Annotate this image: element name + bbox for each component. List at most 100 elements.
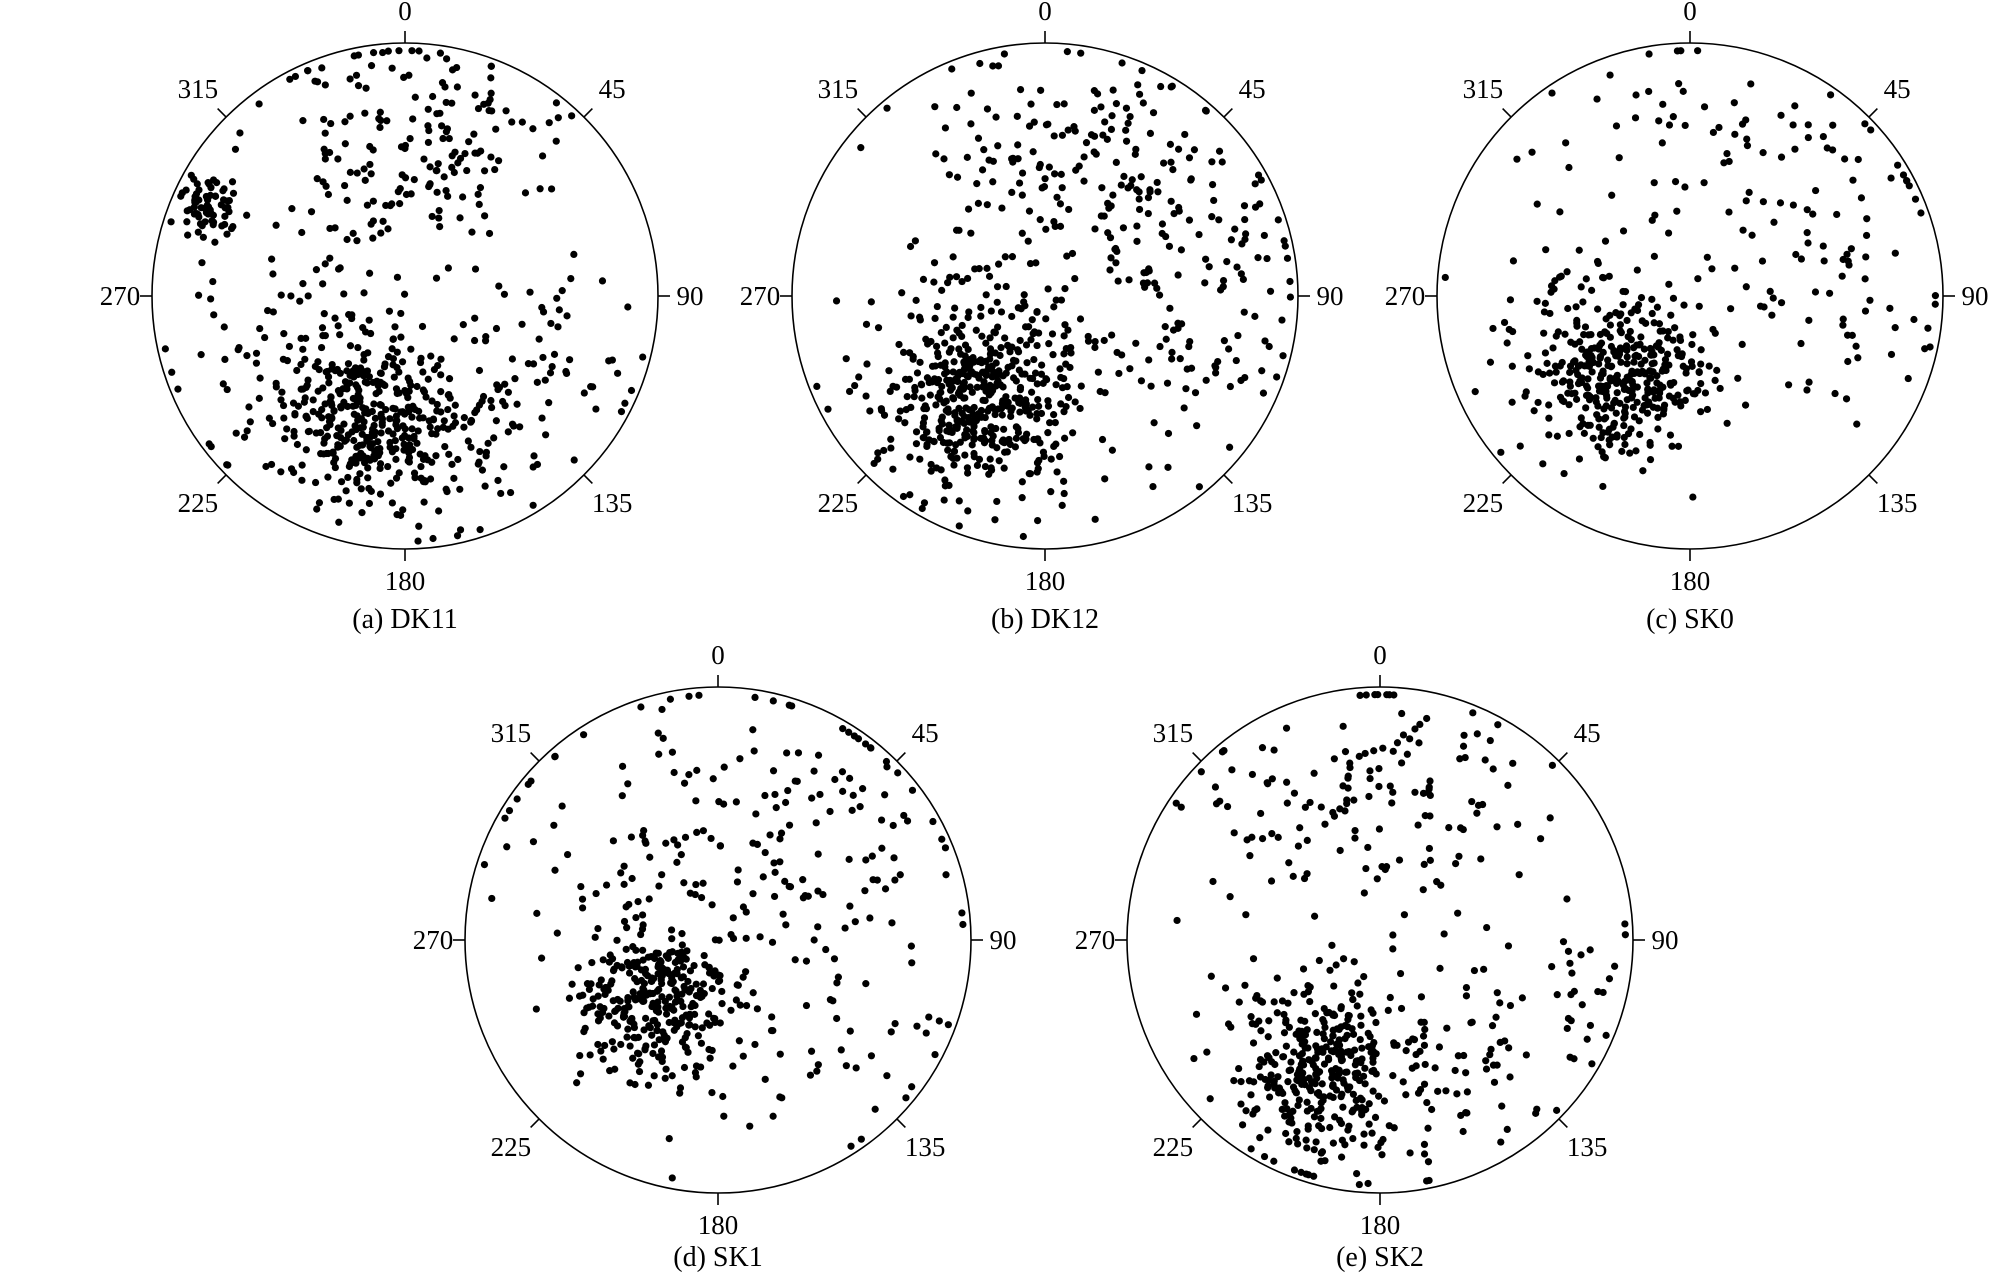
- pole-point: [1305, 1074, 1313, 1082]
- pole-point: [1098, 435, 1107, 444]
- pole-point: [1302, 1136, 1310, 1144]
- pole-point: [516, 423, 524, 431]
- pole-point: [223, 385, 231, 394]
- pole-point: [1623, 360, 1631, 368]
- pole-point: [1023, 359, 1031, 367]
- pole-point: [377, 401, 385, 409]
- pole-point: [1001, 253, 1009, 261]
- pole-point: [1346, 763, 1354, 772]
- pole-point: [994, 142, 1002, 150]
- pole-point: [405, 387, 413, 395]
- pole-point: [398, 358, 407, 366]
- pole-point: [1734, 374, 1742, 382]
- pole-point: [1723, 150, 1731, 158]
- pole-point: [691, 1068, 700, 1077]
- pole-point: [395, 47, 403, 55]
- pole-point: [1348, 1108, 1356, 1116]
- pole-point: [432, 452, 440, 460]
- pole-point: [1378, 1151, 1386, 1159]
- pole-point: [309, 407, 317, 416]
- pole-point: [293, 366, 301, 375]
- pole-point: [280, 414, 288, 422]
- pole-point: [1613, 371, 1621, 379]
- pole-point: [217, 201, 225, 209]
- pole-point: [356, 470, 364, 478]
- pole-point: [232, 429, 240, 437]
- pole-point: [465, 138, 473, 146]
- pole-point: [369, 49, 378, 57]
- pole-point: [1665, 121, 1674, 129]
- pole-point: [1045, 340, 1053, 348]
- pole-point: [1649, 388, 1658, 396]
- pole-point: [1209, 877, 1217, 886]
- pole-point: [1039, 448, 1048, 456]
- pole-point: [492, 125, 500, 133]
- pole-point: [419, 368, 427, 376]
- pole-point: [1675, 80, 1683, 88]
- azimuth-label-0: 0: [711, 640, 725, 670]
- pole-point: [667, 926, 676, 934]
- pole-point: [345, 462, 353, 471]
- pole-point: [814, 1061, 822, 1069]
- pole-point: [1126, 365, 1134, 373]
- azimuth-label-270: 270: [100, 281, 141, 311]
- pole-point: [1018, 229, 1026, 237]
- pole-point: [1573, 319, 1581, 327]
- pole-point: [983, 201, 991, 209]
- pole-point: [204, 179, 212, 187]
- pole-point: [933, 302, 941, 311]
- pole-point: [1557, 272, 1565, 280]
- pole-point: [1127, 181, 1135, 190]
- pole-point: [1180, 404, 1188, 412]
- pole-point: [548, 362, 556, 371]
- pole-point: [1272, 1049, 1280, 1057]
- pole-point: [1748, 231, 1756, 239]
- pole-point: [1000, 50, 1008, 58]
- pole-point: [1581, 323, 1590, 331]
- pole-point: [1711, 376, 1719, 384]
- pole-point: [1000, 425, 1008, 433]
- pole-point: [816, 790, 824, 799]
- pole-point: [1162, 335, 1170, 343]
- pole-point: [287, 292, 295, 300]
- pole-point: [1601, 454, 1609, 462]
- pole-point: [973, 461, 982, 470]
- pole-point: [1633, 341, 1641, 349]
- pole-point: [440, 417, 448, 425]
- pole-point: [1389, 931, 1397, 939]
- pole-point: [1759, 149, 1767, 157]
- pole-point: [475, 458, 483, 466]
- pole-point: [1341, 807, 1349, 815]
- pole-point: [1442, 1087, 1450, 1095]
- pole-point: [304, 67, 312, 75]
- pole-point: [327, 399, 335, 407]
- pole-point: [349, 456, 358, 464]
- pole-point: [161, 345, 169, 353]
- pole-point: [288, 205, 296, 213]
- pole-point: [405, 458, 413, 466]
- pole-point: [970, 449, 978, 458]
- pole-point: [1353, 1002, 1361, 1010]
- pole-point: [982, 291, 990, 299]
- pole-point: [1421, 1060, 1429, 1069]
- pole-point: [925, 1013, 933, 1021]
- pole-point: [1016, 399, 1024, 407]
- panel-caption: (e) SK2: [1336, 1242, 1424, 1273]
- pole-point: [377, 229, 385, 237]
- pole-point: [1866, 296, 1874, 304]
- pole-point: [1709, 325, 1717, 334]
- pole-point: [777, 829, 786, 837]
- pole-point: [1338, 1136, 1346, 1144]
- pole-point: [1028, 316, 1036, 324]
- pole-point: [746, 1122, 754, 1130]
- pole-point: [326, 148, 334, 157]
- pole-point: [1575, 246, 1583, 254]
- pole-point: [1034, 435, 1042, 443]
- pole-point: [471, 91, 479, 99]
- pole-point: [388, 64, 396, 72]
- pole-point: [428, 212, 436, 221]
- pole-point: [1364, 1179, 1372, 1188]
- pole-point: [505, 806, 514, 815]
- pole-point: [220, 185, 228, 193]
- pole-point: [799, 876, 807, 884]
